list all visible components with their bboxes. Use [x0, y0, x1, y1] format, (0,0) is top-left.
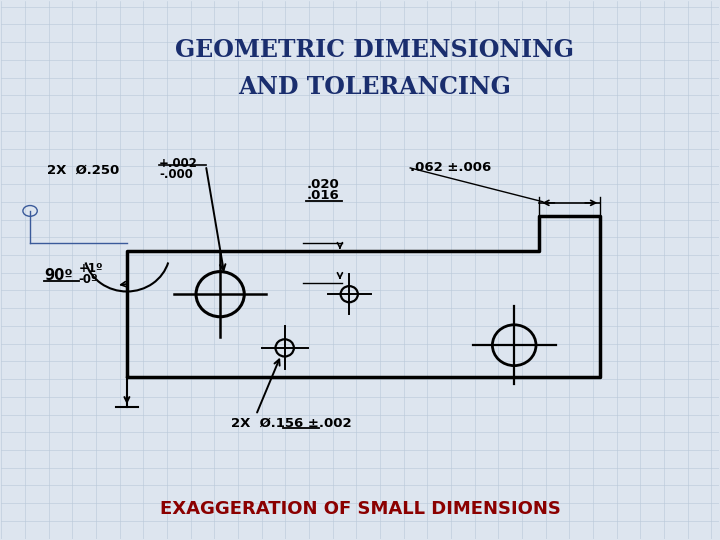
Text: 90º: 90º — [45, 268, 73, 283]
Text: AND TOLERANCING: AND TOLERANCING — [238, 76, 510, 99]
Text: -.000: -.000 — [159, 168, 193, 181]
Text: +.002: +.002 — [159, 157, 198, 170]
Text: 2X  Ø.156 ±.002: 2X Ø.156 ±.002 — [231, 416, 351, 430]
Text: GEOMETRIC DIMENSIONING: GEOMETRIC DIMENSIONING — [175, 38, 574, 62]
Text: +1º: +1º — [79, 262, 104, 275]
Text: 2X  Ø.250: 2X Ø.250 — [47, 164, 119, 177]
Text: .062 ±.006: .062 ±.006 — [410, 161, 492, 174]
Text: .016: .016 — [306, 190, 339, 202]
Text: EXAGGERATION OF SMALL DIMENSIONS: EXAGGERATION OF SMALL DIMENSIONS — [160, 500, 560, 518]
Text: .020: .020 — [306, 178, 339, 191]
Text: -0º: -0º — [79, 273, 99, 286]
